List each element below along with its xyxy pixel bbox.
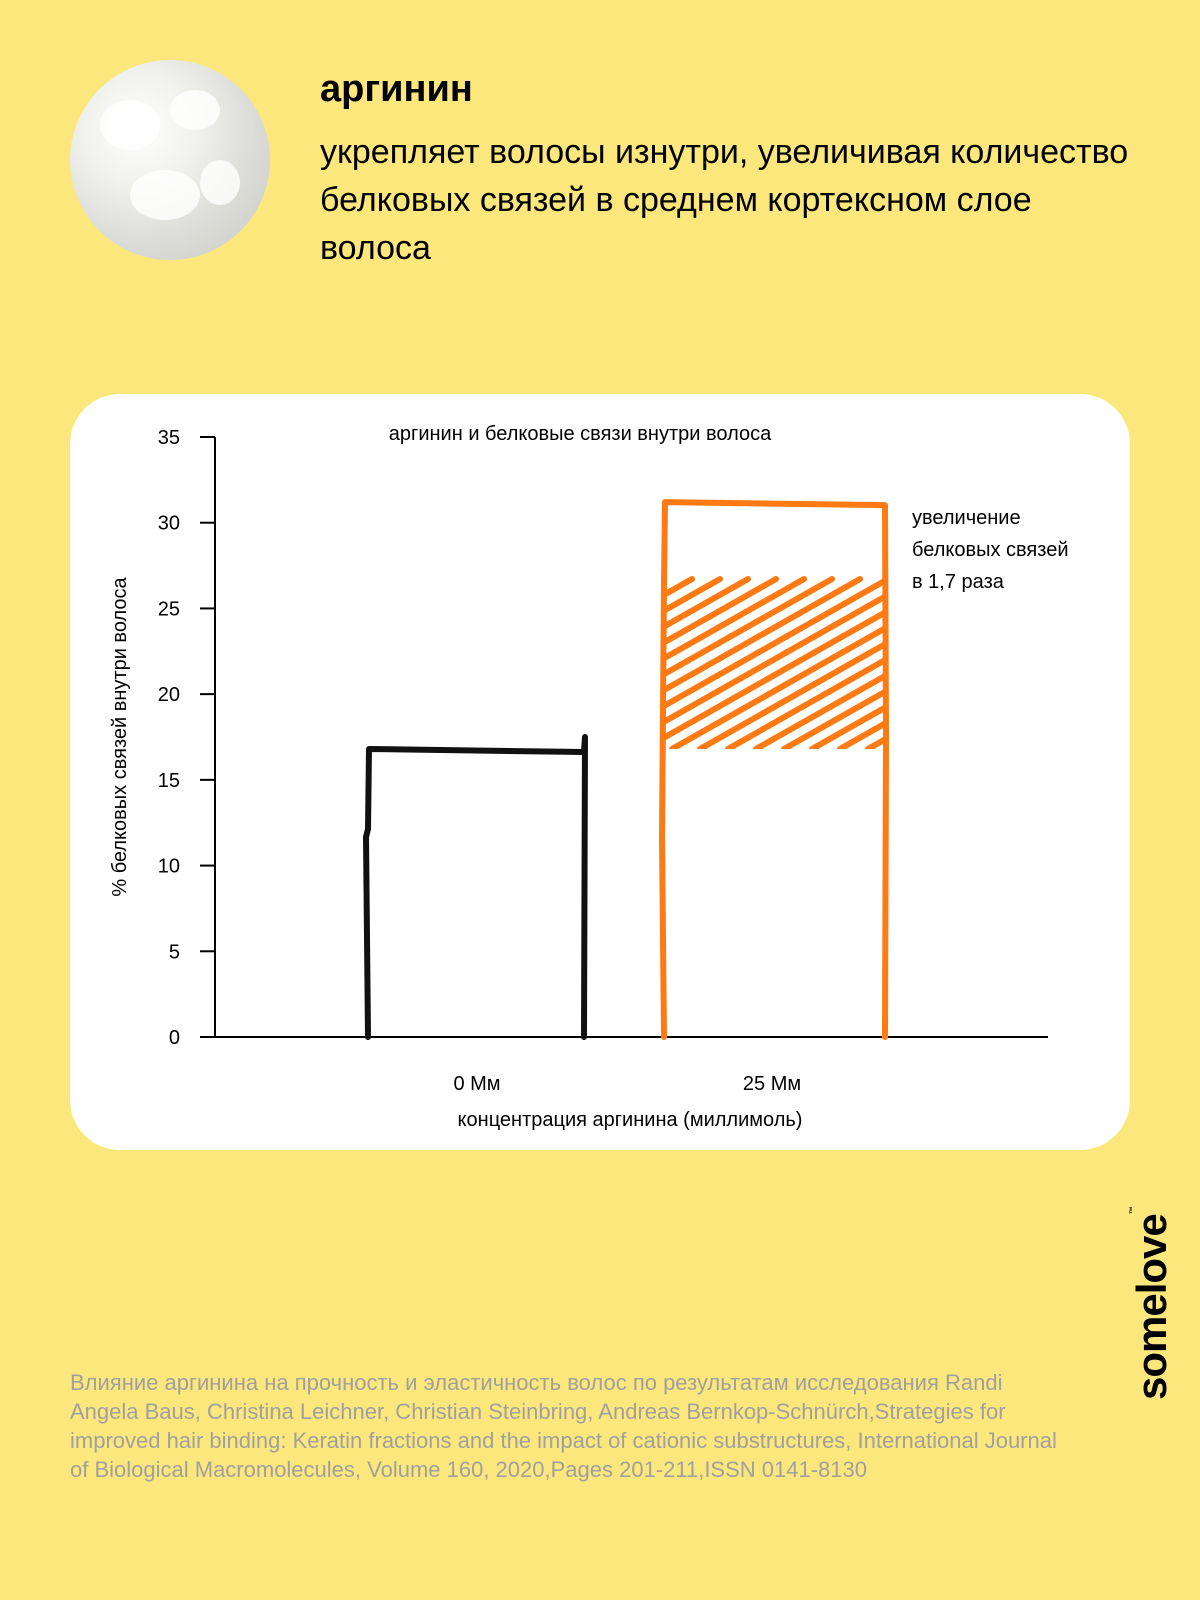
hatch-line [753,672,885,749]
chart-title: аргинин и белковые связи внутри волоса [389,423,772,445]
hatch-line [664,576,667,583]
x-axis-label: концентрация аргинина (миллимоль) [458,1109,803,1131]
hatch-line [664,577,885,710]
y-tick-label: 20 [158,684,180,706]
bar-0 [363,734,588,1040]
hatch-line [924,579,1200,749]
y-tick-label: 5 [169,941,180,963]
bar-1 [659,499,889,1040]
hatch-line [1092,579,1200,749]
y-tick-label: 10 [158,856,180,878]
hatch-line [1064,579,1200,749]
hatch-line [1148,579,1200,749]
hatch-line [781,688,885,749]
y-tick-label: 25 [158,598,180,620]
citation: Влияние аргинина на прочность и эластичн… [70,1370,1057,1482]
hatch-line [664,576,835,678]
hatch-line [664,593,885,726]
increase-hatch [664,576,1200,749]
hatch-line [664,576,779,646]
page-title: аргинин [320,68,473,110]
hatch-line [669,624,885,749]
hatch-line [809,704,885,749]
hatch-line [1008,579,1200,749]
y-tick-label: 15 [158,770,180,792]
page-subtitle: укрепляет волосы изнутри, увеличивая кол… [320,133,1129,267]
annotation: увеличение белковых связей в 1,7 раза [912,507,1068,593]
chart-card [70,394,1130,1150]
hatch-line [725,656,885,749]
y-tick-label: 30 [158,513,180,535]
hatch-line [664,608,885,742]
hatch-line [896,579,1196,749]
hatch-line [865,735,885,749]
hatch-line [664,576,807,662]
x-tick-label: 25 Мм [743,1073,801,1095]
hatch-line [1120,579,1200,749]
annotation-text: увеличение белковых связей в 1,7 раза [912,507,1068,593]
powder-photo [70,60,270,260]
hatch-line [980,579,1200,749]
hatch-line [664,576,695,599]
hatch-line [664,576,723,615]
hatch-line [1036,579,1200,749]
y-axis-label: % белковых связей внутри волоса [109,576,131,896]
y-tick-label: 35 [158,427,180,449]
hatch-line [664,576,863,694]
hatch-line [952,579,1200,749]
y-tick-label: 0 [169,1027,180,1049]
hatch-line [664,576,751,631]
brand-logo: somelove™ [1128,1207,1176,1400]
logo-text: somelove [1128,1214,1175,1400]
hatch-line [697,640,885,749]
x-tick-label: 0 Мм [453,1073,500,1095]
trademark: ™ [1128,1207,1137,1215]
